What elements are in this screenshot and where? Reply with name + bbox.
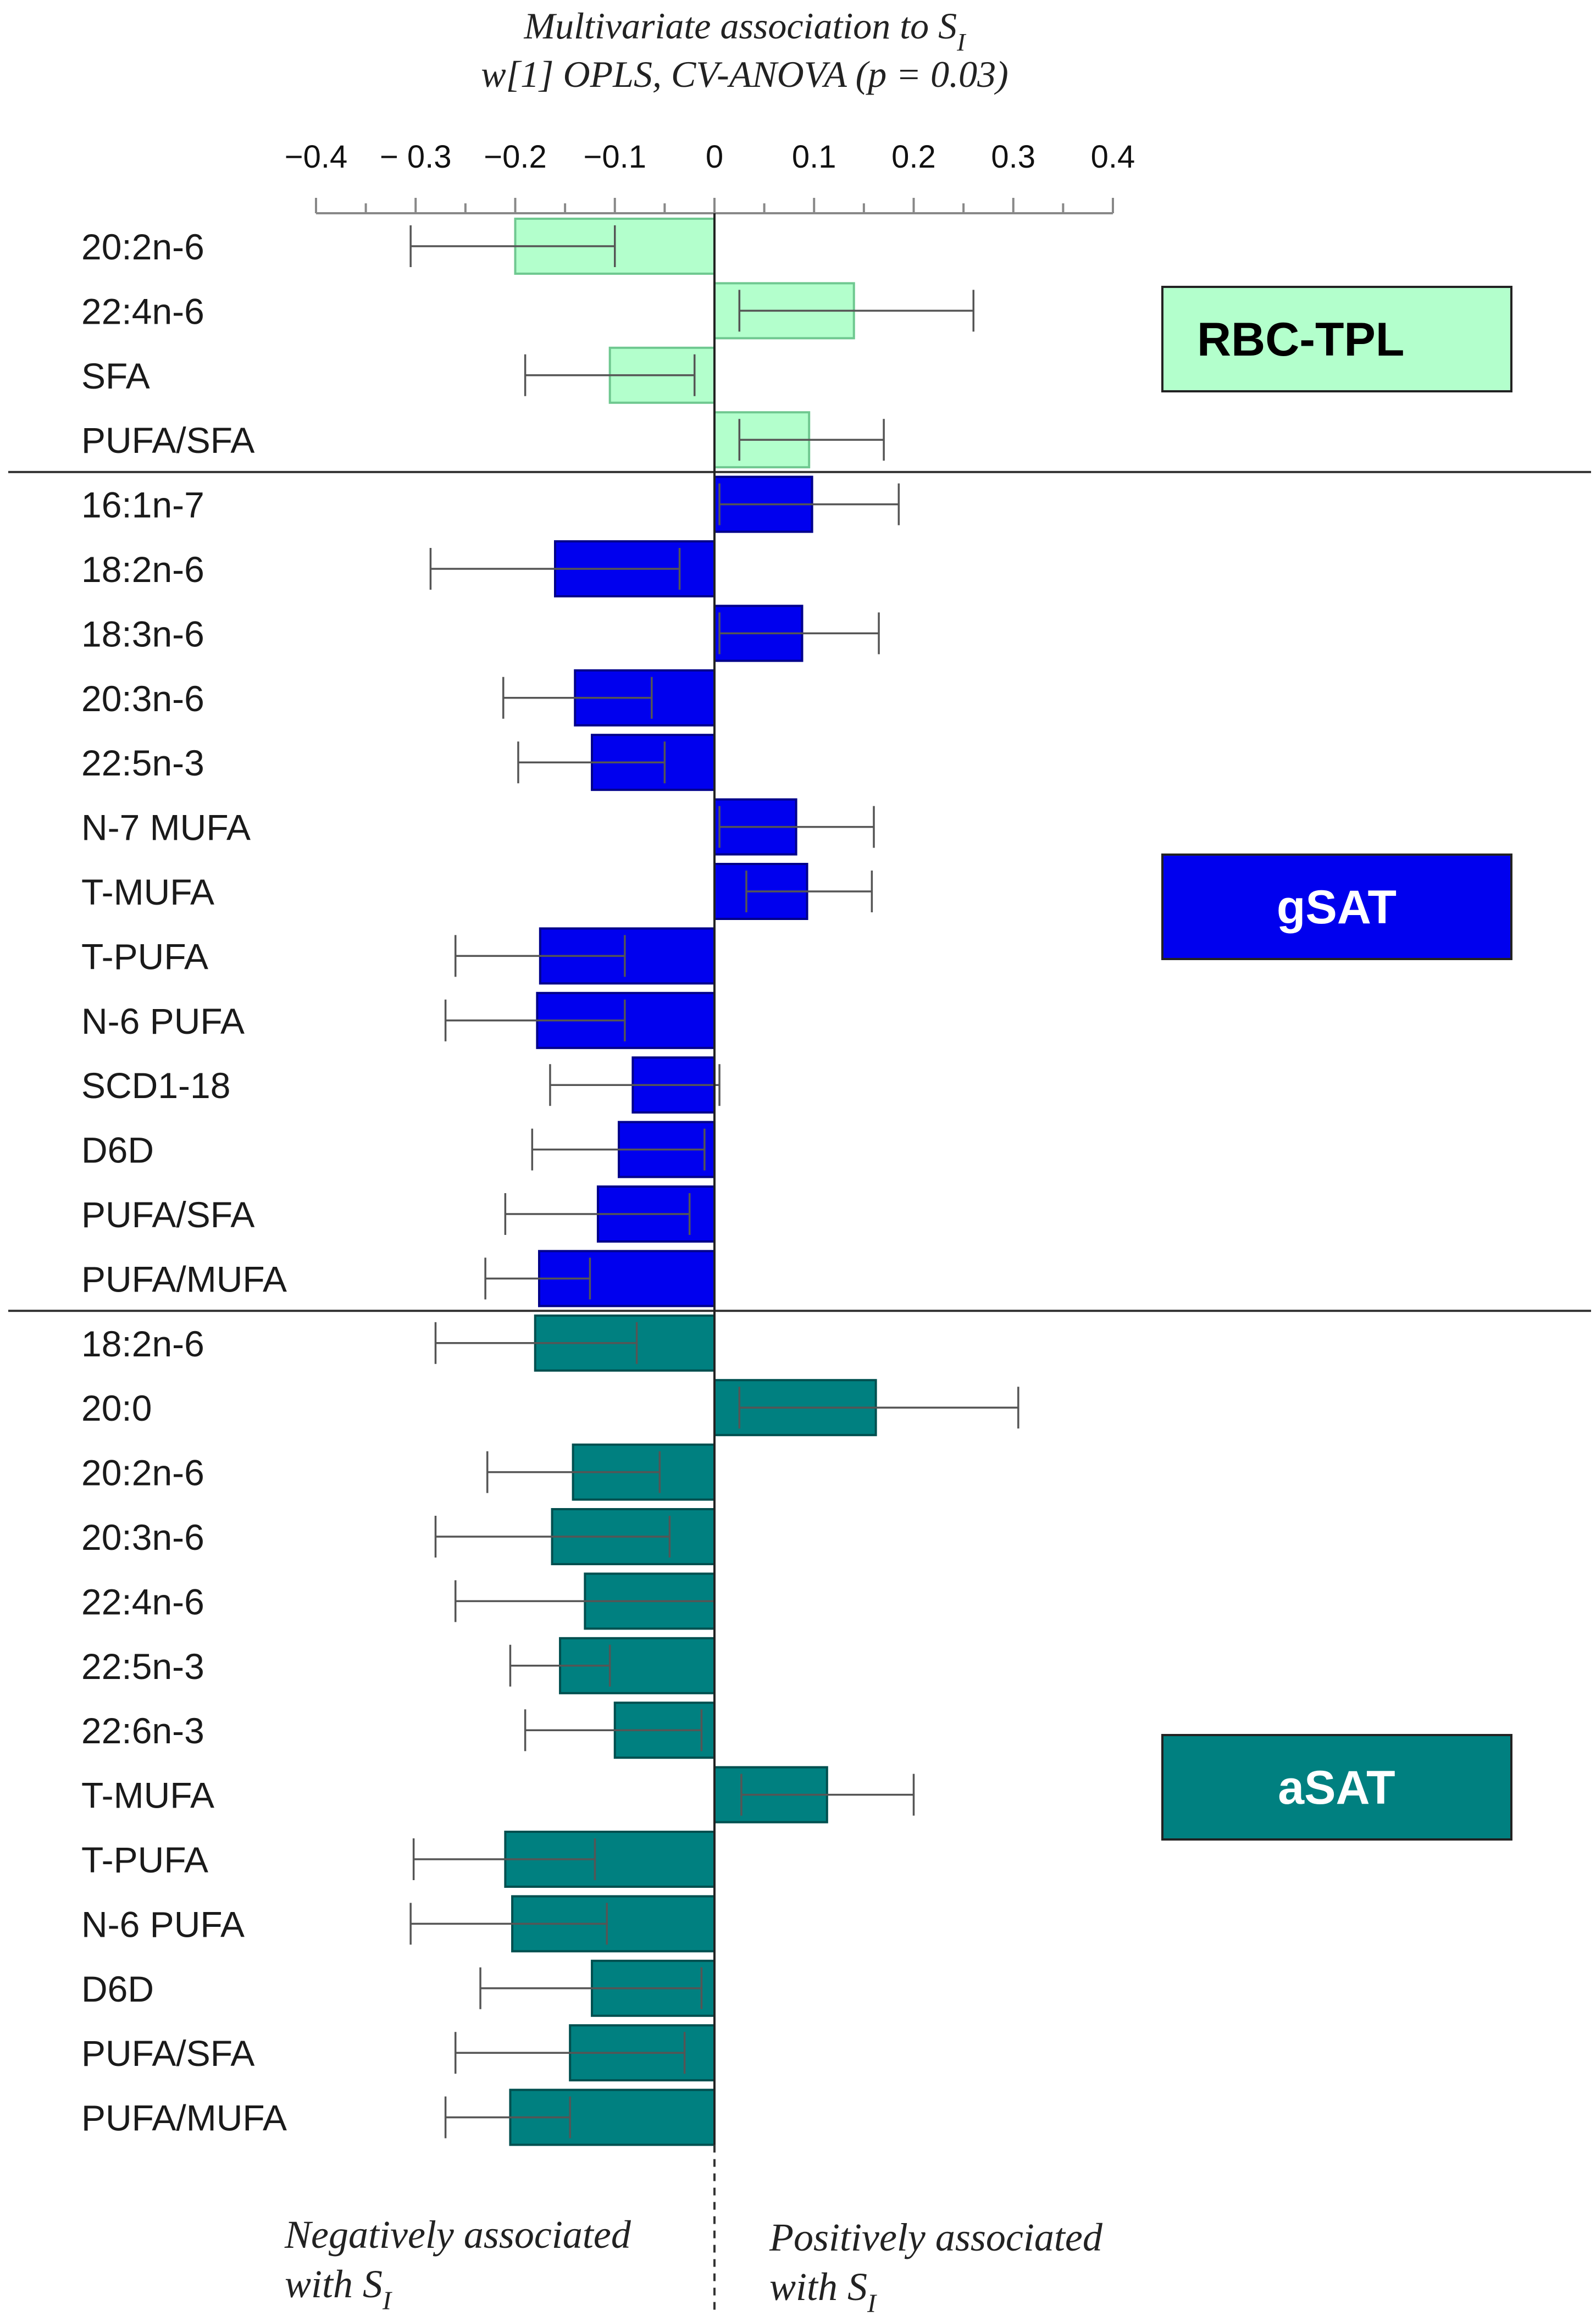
x-axis: −0.4 − 0.3 −0.2 −0.1 0 0.1 0.2 0.3 0.4 [285,139,1135,214]
category-label: PUFA/SFA [81,420,254,461]
category-label: 22:4n-6 [81,1581,204,1622]
x-tick-label: −0.2 [484,139,547,175]
x-tick-label: 0.4 [1091,139,1135,175]
category-label: 20:2n-6 [81,1453,204,1493]
category-label: 20:3n-6 [81,678,204,719]
category-label: 20:0 [81,1388,152,1428]
category-label: 22:4n-6 [81,291,204,331]
category-label: PUFA/SFA [81,1194,254,1235]
group-legend-box [1161,854,1512,960]
category-label: N-6 PUFA [81,1001,245,1041]
positive-note-line-1: Positively associated [769,2215,1103,2259]
category-label: 18:2n-6 [81,1323,204,1364]
footnotes: Negatively associated with SI Positively a… [284,2213,1103,2318]
category-label: SCD1-18 [81,1065,230,1106]
category-label: T-MUFA [81,1775,214,1816]
category-label: SFA [81,356,150,396]
group-legend-label: aSAT [1278,1761,1395,1814]
category-label: N-6 PUFA [81,1904,245,1944]
group-legend-box [1161,1734,1512,1841]
x-tick-label: −0.4 [285,139,348,175]
category-label: 18:3n-6 [81,613,204,654]
category-label: PUFA/SFA [81,2033,254,2074]
group-asat: 18:2n-6 20:0 20:2n-6 20:3n-6 22:4n-6 22:5n-3 2… [81,1314,1512,2146]
category-label: D6D [81,1130,154,1171]
negative-note-line-2: with SI [285,2262,392,2315]
title-line-1: Multivariate association to SI [524,5,967,56]
group-legend-label: RBC-TPL [1197,313,1404,366]
category-label: N-7 MUFA [81,807,251,848]
chart-title: Multivariate association to SIw[1] OPLS,… [481,5,1008,95]
category-label: PUFA/MUFA [81,1259,287,1299]
group-rbc-tpl: 20:2n-6 22:4n-6 SFA PUFA/SFA RBC-TPL [81,218,1512,469]
x-tick-label: 0.2 [891,139,936,175]
title-line-2: w[1] OPLS, CV-ANOVA (p = 0.03) [481,53,1008,95]
x-tick-label: 0.1 [792,139,836,175]
category-label: 20:3n-6 [81,1517,204,1558]
category-label: T-PUFA [81,936,208,977]
category-label: 22:5n-3 [81,742,204,783]
x-tick-label: 0.3 [991,139,1035,175]
bar-groups: 20:2n-622:4n-6SFAPUFA/SFARBC-TPL16:1n-71… [8,213,1591,2311]
x-tick-label: − 0.3 [380,139,452,175]
group-legend-label: gSAT [1277,881,1396,934]
category-label: T-MUFA [81,872,214,912]
category-label: 18:2n-6 [81,549,204,590]
category-label: D6D [81,1969,154,2009]
category-label: 22:5n-3 [81,1646,204,1687]
x-tick-label: 0 [706,139,723,175]
x-tick-label: −0.1 [584,139,647,175]
category-label: PUFA/MUFA [81,2098,287,2138]
group-gsat: 16:1n-7 18:2n-6 18:3n-6 20:3n-6 22:5n-3 N-7 M… [81,475,1512,1307]
category-label: 22:6n-3 [81,1710,204,1751]
group-legend-box [1161,286,1512,392]
category-label: T-PUFA [81,1839,208,1880]
category-label: 16:1n-7 [81,485,204,525]
category-label: 20:2n-6 [81,226,204,267]
negative-note-line-1: Negatively associated [284,2213,631,2257]
positive-note-line-2: with SI [769,2265,877,2318]
